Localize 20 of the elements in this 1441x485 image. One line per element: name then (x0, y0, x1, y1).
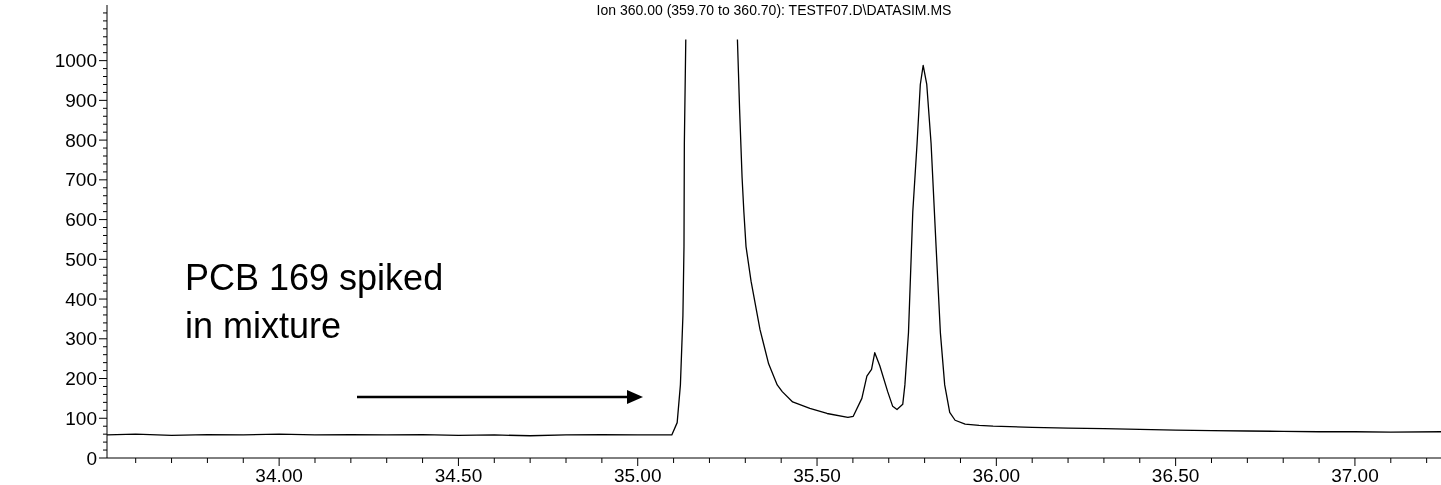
x-tick-label: 35.50 (793, 465, 841, 485)
y-tick-label: 900 (65, 90, 97, 112)
y-tick-label: 500 (65, 248, 97, 270)
x-tick-label: 34.00 (255, 465, 303, 485)
x-tick-label: 36.50 (1151, 465, 1200, 485)
annotation: PCB 169 spiked in mixture (185, 257, 444, 346)
y-tick-label: 0 (86, 447, 97, 469)
chart-title: Ion 360.00 (359.70 to 360.70): TESTF07.D\DATASIM.MS (596, 2, 952, 18)
x-tick-label: 36.00 (972, 465, 1021, 485)
y-tick-label: 700 (65, 169, 97, 191)
x-tick-label: 35.00 (613, 465, 662, 485)
y-tick-label: 200 (65, 368, 97, 390)
y-tick-label: 100 (65, 407, 97, 429)
x-tick-label: 34.50 (434, 465, 483, 485)
y-tick-label: 400 (65, 288, 97, 310)
y-tick-label: 800 (65, 129, 97, 151)
y-tick-label: 1000 (54, 50, 97, 72)
x-tick-label: 37.00 (1331, 465, 1379, 485)
y-tick-label: 300 (65, 328, 97, 350)
y-tick-label: 600 (65, 209, 97, 231)
